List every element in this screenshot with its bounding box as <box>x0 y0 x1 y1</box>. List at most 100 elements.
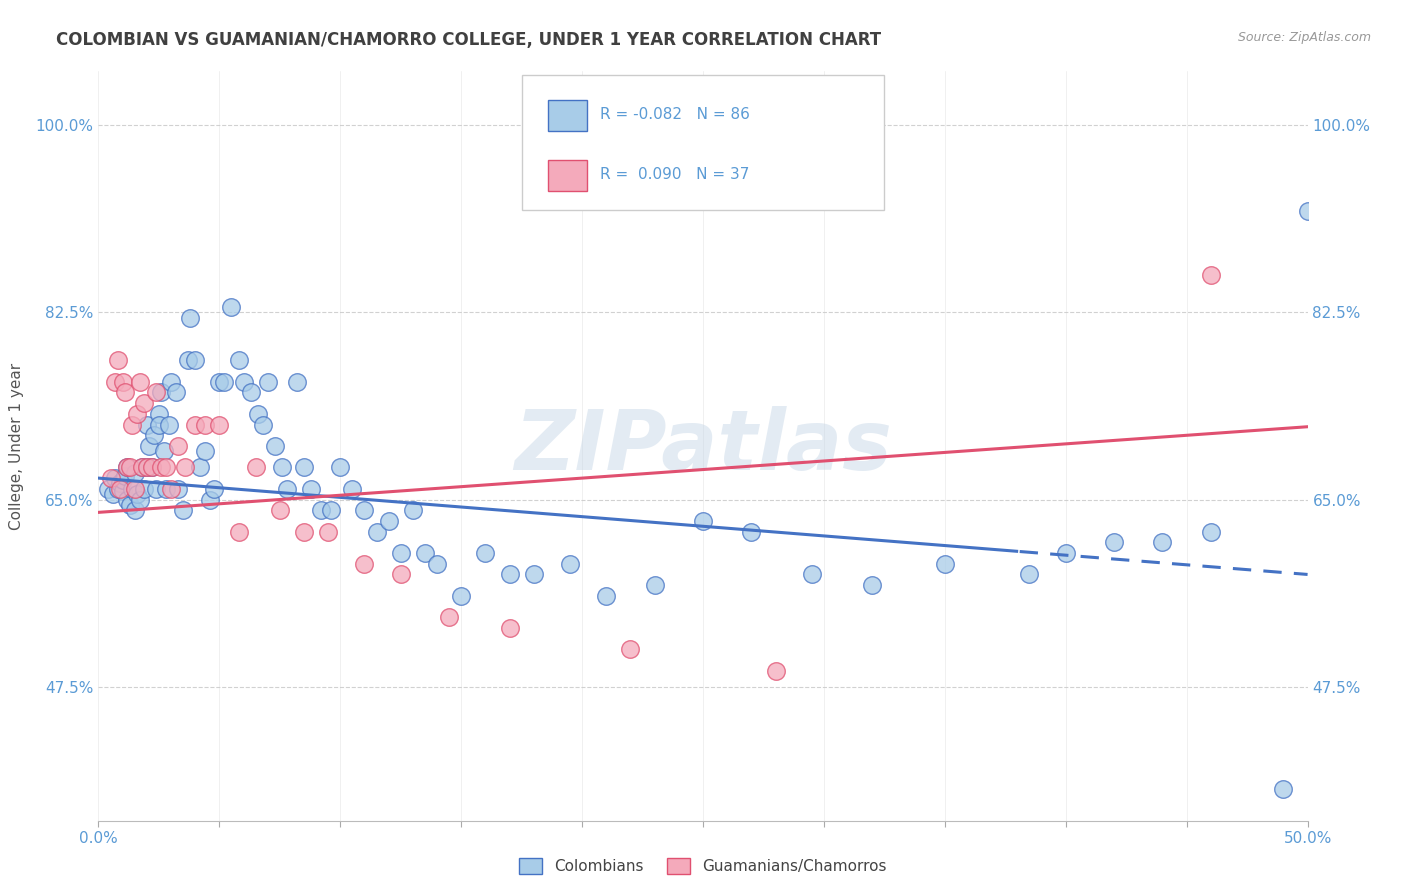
Point <box>194 444 217 458</box>
Point <box>97 482 120 496</box>
Point <box>117 492 139 507</box>
Point <box>160 375 183 389</box>
Point <box>131 460 153 475</box>
Point <box>426 557 449 571</box>
Text: R = -0.082   N = 86: R = -0.082 N = 86 <box>600 106 749 121</box>
Point <box>299 482 322 496</box>
Point <box>104 471 127 485</box>
Point <box>800 567 823 582</box>
Point <box>194 417 217 432</box>
Point <box>157 417 180 432</box>
Point <box>172 503 194 517</box>
Text: R =  0.090   N = 37: R = 0.090 N = 37 <box>600 167 749 181</box>
Point <box>111 473 134 487</box>
Point <box>152 444 174 458</box>
Point <box>1102 535 1125 549</box>
Point <box>1272 781 1295 796</box>
Point <box>264 439 287 453</box>
Point <box>860 578 883 592</box>
Point <box>150 385 173 400</box>
Point <box>269 503 291 517</box>
Point <box>188 460 211 475</box>
Point <box>1199 524 1222 539</box>
Point <box>204 482 226 496</box>
Bar <box>548 100 586 131</box>
Point <box>1296 203 1319 218</box>
Point <box>155 460 177 475</box>
Point <box>329 460 352 475</box>
Point <box>100 471 122 485</box>
Point <box>1054 546 1077 560</box>
Point <box>292 460 315 475</box>
Point <box>141 460 163 475</box>
Point <box>389 567 412 582</box>
Point <box>134 396 156 410</box>
Point <box>245 460 267 475</box>
Point <box>198 492 221 507</box>
Point <box>558 557 581 571</box>
Point <box>437 610 460 624</box>
Y-axis label: College, Under 1 year: College, Under 1 year <box>10 362 24 530</box>
Point <box>353 557 375 571</box>
Point <box>117 460 139 475</box>
Point <box>212 375 235 389</box>
Point <box>167 439 190 453</box>
Point <box>342 482 364 496</box>
Point <box>1152 535 1174 549</box>
Point <box>118 498 141 512</box>
Point <box>474 546 496 560</box>
Point <box>765 664 787 678</box>
Point <box>595 589 617 603</box>
Point <box>118 460 141 475</box>
Point <box>692 514 714 528</box>
Point <box>389 546 412 560</box>
Point <box>143 428 166 442</box>
Text: Source: ZipAtlas.com: Source: ZipAtlas.com <box>1237 31 1371 45</box>
Point <box>619 642 641 657</box>
Point <box>174 460 197 475</box>
Point <box>121 417 143 432</box>
Point <box>111 483 134 498</box>
Point <box>135 460 157 475</box>
Point <box>107 482 129 496</box>
Point <box>450 589 472 603</box>
Point <box>165 385 187 400</box>
Point <box>135 460 157 475</box>
Point <box>150 460 173 475</box>
Point <box>128 375 150 389</box>
Point <box>128 492 150 507</box>
Point <box>271 460 294 475</box>
Point <box>101 487 124 501</box>
Legend: Colombians, Guamanians/Chamorros: Colombians, Guamanians/Chamorros <box>513 852 893 880</box>
Point <box>228 524 250 539</box>
Point <box>155 482 177 496</box>
Text: COLOMBIAN VS GUAMANIAN/CHAMORRO COLLEGE, UNDER 1 YEAR CORRELATION CHART: COLOMBIAN VS GUAMANIAN/CHAMORRO COLLEGE,… <box>56 31 882 49</box>
Point <box>208 375 231 389</box>
Point <box>131 460 153 475</box>
Point <box>114 469 136 483</box>
Point <box>316 524 339 539</box>
Point <box>121 482 143 496</box>
Point <box>108 476 131 491</box>
Point <box>292 524 315 539</box>
Point <box>285 375 308 389</box>
Point <box>498 621 520 635</box>
Point <box>934 557 956 571</box>
Point <box>309 503 332 517</box>
Point <box>160 482 183 496</box>
Point <box>252 417 274 432</box>
Point <box>523 567 546 582</box>
Point <box>107 353 129 368</box>
Point <box>135 417 157 432</box>
Point <box>740 524 762 539</box>
Point <box>167 482 190 496</box>
Point <box>127 407 149 421</box>
Point <box>221 300 243 314</box>
Point <box>184 353 207 368</box>
Bar <box>548 160 586 191</box>
Point <box>498 567 520 582</box>
Point <box>353 503 375 517</box>
Point <box>104 375 127 389</box>
Text: ZIPatlas: ZIPatlas <box>515 406 891 486</box>
Point <box>148 407 170 421</box>
